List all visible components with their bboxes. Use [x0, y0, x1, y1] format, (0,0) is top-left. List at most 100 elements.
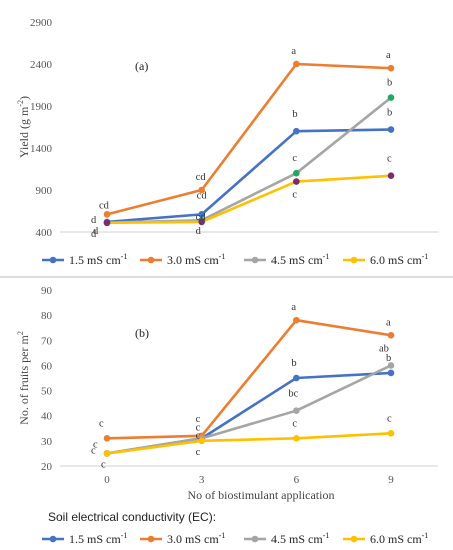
y-tick-label: 30	[41, 436, 53, 448]
significance-label: c	[292, 418, 297, 429]
significance-label: a	[291, 302, 296, 313]
x-axis-title: No of biostimulant application	[188, 488, 335, 502]
data-point	[293, 127, 300, 135]
significance-label: c	[101, 459, 106, 470]
data-point	[198, 211, 205, 218]
data-point	[293, 316, 300, 324]
panel-title: (a)	[135, 59, 148, 73]
significance-label: b	[291, 358, 296, 369]
x-tick-label: 3	[199, 474, 205, 486]
significance-label: b	[292, 109, 297, 120]
series-line	[105, 432, 393, 455]
legend-label: 4.5 mS cm-1	[271, 252, 329, 267]
legend-swatch-marker	[147, 535, 155, 543]
y-axis-title: No. of fruits per m2	[16, 331, 31, 425]
data-point	[387, 172, 395, 180]
y-axis-title: Yield (g m-2)	[16, 96, 31, 158]
series-line	[105, 128, 393, 224]
significance-label: c	[292, 153, 297, 164]
x-tick-label: 0	[104, 474, 110, 486]
data-point	[198, 437, 205, 445]
significance-label: c	[196, 447, 201, 458]
legend-label: 1.5 mS cm-1	[69, 531, 127, 546]
significance-label: d	[196, 226, 202, 237]
legend-swatch-marker	[49, 256, 57, 264]
chart-b-fruits: 20 30 40 50 60 70 80 90 0 3 6 9 (b) No. of fruits per…	[16, 285, 438, 502]
significance-label: d	[93, 226, 99, 237]
series-line	[105, 62, 393, 216]
legend-bottom: Soil electrical conductivity (EC): 1.5 m…	[42, 510, 428, 546]
significance-label: cd	[196, 212, 207, 223]
y-tick-label: 80	[41, 310, 53, 322]
y-tick-label: 70	[41, 335, 53, 347]
y-tick-label: 2400	[30, 59, 53, 71]
data-point	[293, 435, 300, 442]
y-tick-label: 40	[41, 411, 53, 423]
significance-label: c	[196, 414, 201, 425]
significance-label: d	[91, 215, 97, 226]
significance-label: c	[91, 445, 96, 456]
y-tick-label: 900	[36, 185, 53, 197]
significance-label: c	[93, 439, 98, 450]
y-tick-label: 50	[41, 386, 53, 398]
data-point	[293, 178, 300, 185]
data-point	[387, 331, 395, 339]
data-point	[387, 362, 395, 369]
significance-label: c	[196, 422, 201, 433]
legend-top: 1.5 mS cm-1 3.0 mS cm-1 4.5 mS cm-1 6.0 mS …	[42, 252, 428, 267]
legend-title: Soil electrical conductivity (EC):	[48, 510, 216, 524]
legend-label: 3.0 mS cm-1	[167, 531, 225, 546]
significance-label: c	[99, 418, 104, 429]
data-point	[387, 126, 395, 133]
significance-label: a	[291, 46, 296, 57]
data-point	[198, 186, 205, 194]
data-point	[293, 407, 300, 414]
legend-swatch-marker	[147, 256, 155, 264]
significance-label: cd	[196, 172, 207, 183]
data-point	[293, 374, 300, 382]
significance-label: ab	[379, 343, 389, 354]
significance-label: b	[386, 353, 391, 364]
data-point	[387, 94, 395, 101]
y-tick-label: 60	[41, 360, 53, 372]
y-tick-label: 20	[41, 461, 53, 473]
data-point	[103, 450, 111, 457]
legend-swatch-marker	[350, 256, 358, 264]
data-point	[103, 219, 111, 227]
data-point	[293, 169, 300, 177]
data-point	[198, 218, 205, 226]
data-point	[103, 211, 111, 218]
legend-swatch-marker	[49, 535, 57, 543]
series-line	[105, 174, 393, 225]
y-tick-label: 2900	[30, 17, 53, 29]
x-tick-label: 6	[294, 474, 300, 486]
legend-swatch-marker	[350, 535, 358, 543]
significance-label: b	[387, 108, 392, 119]
legend-swatch-marker	[251, 256, 259, 264]
data-point	[387, 369, 395, 377]
significance-label: c	[196, 430, 201, 441]
legend-label: 6.0 mS cm-1	[370, 252, 428, 267]
significance-label: c	[292, 190, 297, 201]
legend-swatch-marker	[251, 535, 259, 543]
significance-label: a	[386, 50, 391, 61]
y-tick-label: 1900	[30, 101, 53, 113]
significance-label: c	[387, 154, 392, 165]
y-tick-label: 90	[41, 285, 53, 297]
data-point	[103, 435, 111, 442]
legend-label: 4.5 mS cm-1	[271, 531, 329, 546]
legend-bottom-items: 1.5 mS cm-1 3.0 mS cm-1 4.5 mS cm-1 6.0 mS …	[42, 531, 428, 546]
significance-label: b	[387, 78, 392, 89]
significance-label: bc	[288, 389, 298, 400]
y-tick-label: 1400	[30, 143, 53, 155]
y-tick-label: 400	[36, 227, 53, 239]
significance-label: cd	[99, 200, 110, 211]
legend-label: 3.0 mS cm-1	[167, 252, 225, 267]
significance-label: cd	[197, 190, 208, 201]
data-point	[293, 60, 300, 68]
panel-title: (b)	[135, 326, 149, 340]
data-point	[387, 430, 395, 437]
legend-label: 6.0 mS cm-1	[370, 531, 428, 546]
